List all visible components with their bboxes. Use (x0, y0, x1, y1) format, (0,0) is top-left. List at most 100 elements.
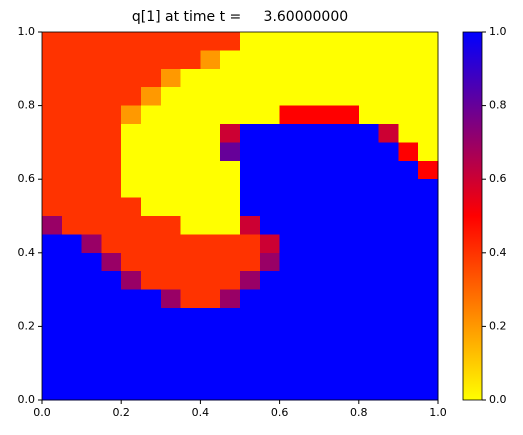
heatmap-cell (141, 50, 162, 70)
heatmap-cell (141, 308, 162, 327)
heatmap-cell (61, 381, 83, 401)
heatmap-cell (200, 68, 221, 88)
heatmap-cell (299, 105, 320, 125)
heatmap-cell (240, 197, 261, 217)
heatmap-cell (418, 87, 439, 107)
heatmap-cell (121, 271, 142, 291)
heatmap-cell (141, 234, 162, 254)
heatmap-cell (180, 87, 201, 107)
heatmap-cell (240, 252, 261, 272)
heatmap-cell (61, 289, 83, 309)
heatmap-cell (418, 197, 439, 217)
heatmap-cell (101, 381, 122, 401)
heatmap-cell (319, 32, 340, 51)
heatmap-cell (200, 87, 221, 107)
heatmap-cell (200, 142, 221, 162)
heatmap-cell (220, 160, 241, 180)
heatmap-cell (200, 344, 221, 364)
heatmap-cell (259, 363, 281, 383)
heatmap-cell (121, 363, 142, 383)
heatmap-cell (279, 160, 300, 180)
heatmap-cell (339, 216, 360, 235)
heatmap-cell (358, 234, 380, 254)
heatmap-cell (418, 68, 439, 88)
heatmap-cell (121, 32, 142, 51)
heatmap-cell (358, 32, 380, 51)
heatmap-cell (61, 271, 83, 291)
heatmap-cell (339, 363, 360, 383)
heatmap-cell (141, 381, 162, 401)
heatmap-cell (240, 381, 261, 401)
heatmap-cell (358, 381, 380, 401)
heatmap-cell (378, 142, 399, 162)
heatmap-cell (240, 308, 261, 327)
heatmap-cell (121, 234, 142, 254)
heatmap-cell (319, 160, 340, 180)
heatmap-cell (160, 32, 182, 51)
heatmap-cell (259, 160, 281, 180)
heatmap-cell (220, 197, 241, 217)
heatmap-cell (61, 252, 83, 272)
heatmap-cell (141, 326, 162, 346)
heatmap-cell (358, 50, 380, 70)
heatmap-cell (61, 344, 83, 364)
heatmap-cell (81, 87, 102, 107)
heatmap-cell (220, 326, 241, 346)
heatmap-cell (279, 308, 300, 327)
heatmap-cell (160, 363, 182, 383)
heatmap-cell (42, 160, 63, 180)
heatmap-cell (81, 142, 102, 162)
heatmap-cell (160, 142, 182, 162)
heatmap-cell (42, 271, 63, 291)
heatmap-cell (378, 32, 399, 51)
heatmap-cell (319, 326, 340, 346)
heatmap-cell (418, 271, 439, 291)
heatmap-cell (358, 308, 380, 327)
y-tick-label: 0.0 (18, 393, 36, 406)
heatmap-cell (418, 142, 439, 162)
heatmap-cell (61, 105, 83, 125)
heatmap-cell (141, 124, 162, 143)
heatmap-cell (240, 160, 261, 180)
heatmap-cell (319, 234, 340, 254)
heatmap-cell (42, 142, 63, 162)
heatmap-cell (398, 87, 419, 107)
heatmap-cell (378, 160, 399, 180)
heatmap-cell (141, 160, 162, 180)
heatmap-cell (200, 50, 221, 70)
heatmap-cell (398, 68, 419, 88)
heatmap-cell (299, 326, 320, 346)
heatmap-cell (200, 289, 221, 309)
heatmap-cell (121, 160, 142, 180)
heatmap-cell (42, 32, 63, 51)
heatmap-cell (398, 381, 419, 401)
colorbar-tick-label: 0.6 (489, 172, 507, 185)
heatmap-cell (299, 160, 320, 180)
heatmap-cell (259, 142, 281, 162)
heatmap-cell (160, 197, 182, 217)
heatmap-cell (121, 197, 142, 217)
heatmap-cell (200, 326, 221, 346)
heatmap-cell (61, 234, 83, 254)
heatmap-cell (42, 234, 63, 254)
heatmap-cell (358, 289, 380, 309)
heatmap-cell (398, 344, 419, 364)
heatmap-cell (180, 234, 201, 254)
heatmap-cell (121, 87, 142, 107)
heatmap-cell (141, 179, 162, 199)
heatmap-cell (398, 32, 419, 51)
heatmap-cell (418, 308, 439, 327)
heatmap-cell (339, 326, 360, 346)
heatmap-cell (259, 326, 281, 346)
heatmap-cell (418, 363, 439, 383)
heatmap-cell (299, 50, 320, 70)
heatmap-cell (299, 216, 320, 235)
heatmap-cell (240, 50, 261, 70)
heatmap-cell (81, 381, 102, 401)
plot-frame (41, 31, 439, 401)
heatmap-cell (200, 105, 221, 125)
heatmap-cell (101, 308, 122, 327)
heatmap-cell (121, 344, 142, 364)
heatmap-cell (200, 234, 221, 254)
